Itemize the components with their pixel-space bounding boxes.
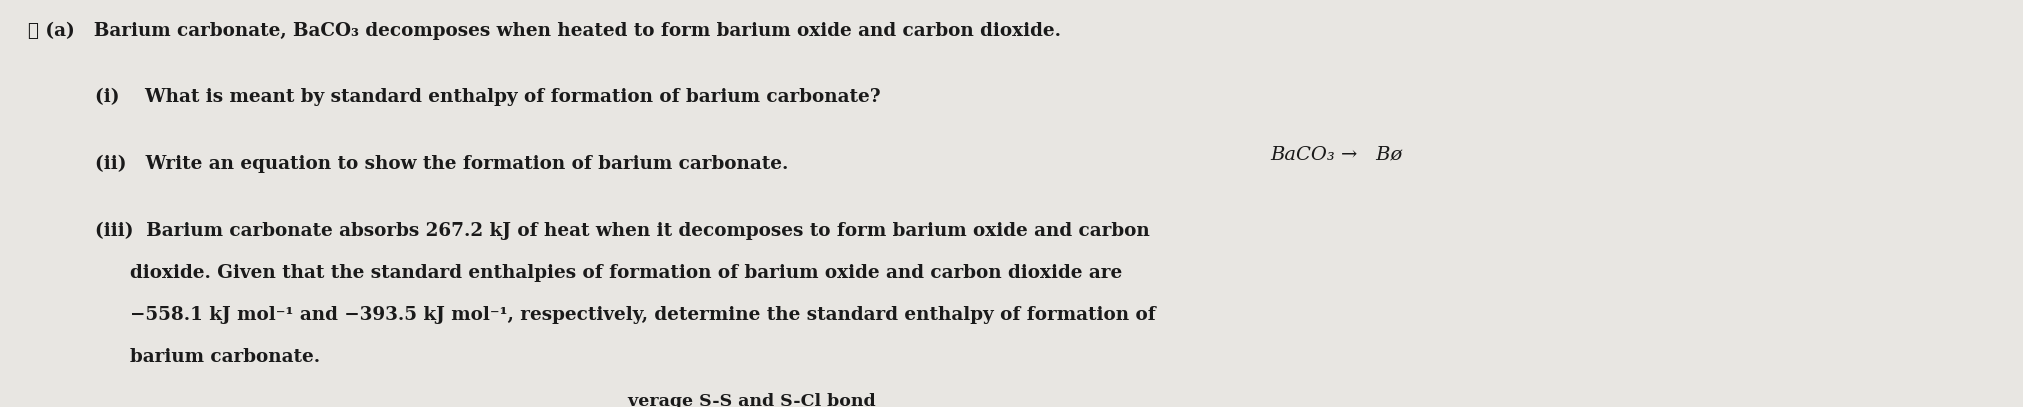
- Text: −558.1 kJ mol⁻¹ and −393.5 kJ mol⁻¹, respectively, determine the standard enthal: −558.1 kJ mol⁻¹ and −393.5 kJ mol⁻¹, res…: [129, 306, 1155, 324]
- Text: dioxide. Given that the standard enthalpies of formation of barium oxide and car: dioxide. Given that the standard enthalp…: [129, 264, 1121, 282]
- Text: (i)    What is meant by standard enthalpy of formation of barium carbonate?: (i) What is meant by standard enthalpy o…: [95, 88, 880, 106]
- Text: barium carbonate.: barium carbonate.: [129, 348, 320, 366]
- Text: (iii)  Barium carbonate absorbs 267.2 kJ of heat when it decomposes to form bari: (iii) Barium carbonate absorbs 267.2 kJ …: [95, 222, 1149, 240]
- Text: ✗ (a)   Barium carbonate, BaCO₃ decomposes when heated to form barium oxide and : ✗ (a) Barium carbonate, BaCO₃ decomposes…: [28, 22, 1060, 40]
- Text: BaCO₃ →   Bø: BaCO₃ → Bø: [1268, 145, 1402, 163]
- Text: (ii)   Write an equation to show the formation of barium carbonate.: (ii) Write an equation to show the forma…: [95, 155, 789, 173]
- Text: verage S-S and S-Cl bond: verage S-S and S-Cl bond: [28, 393, 876, 407]
